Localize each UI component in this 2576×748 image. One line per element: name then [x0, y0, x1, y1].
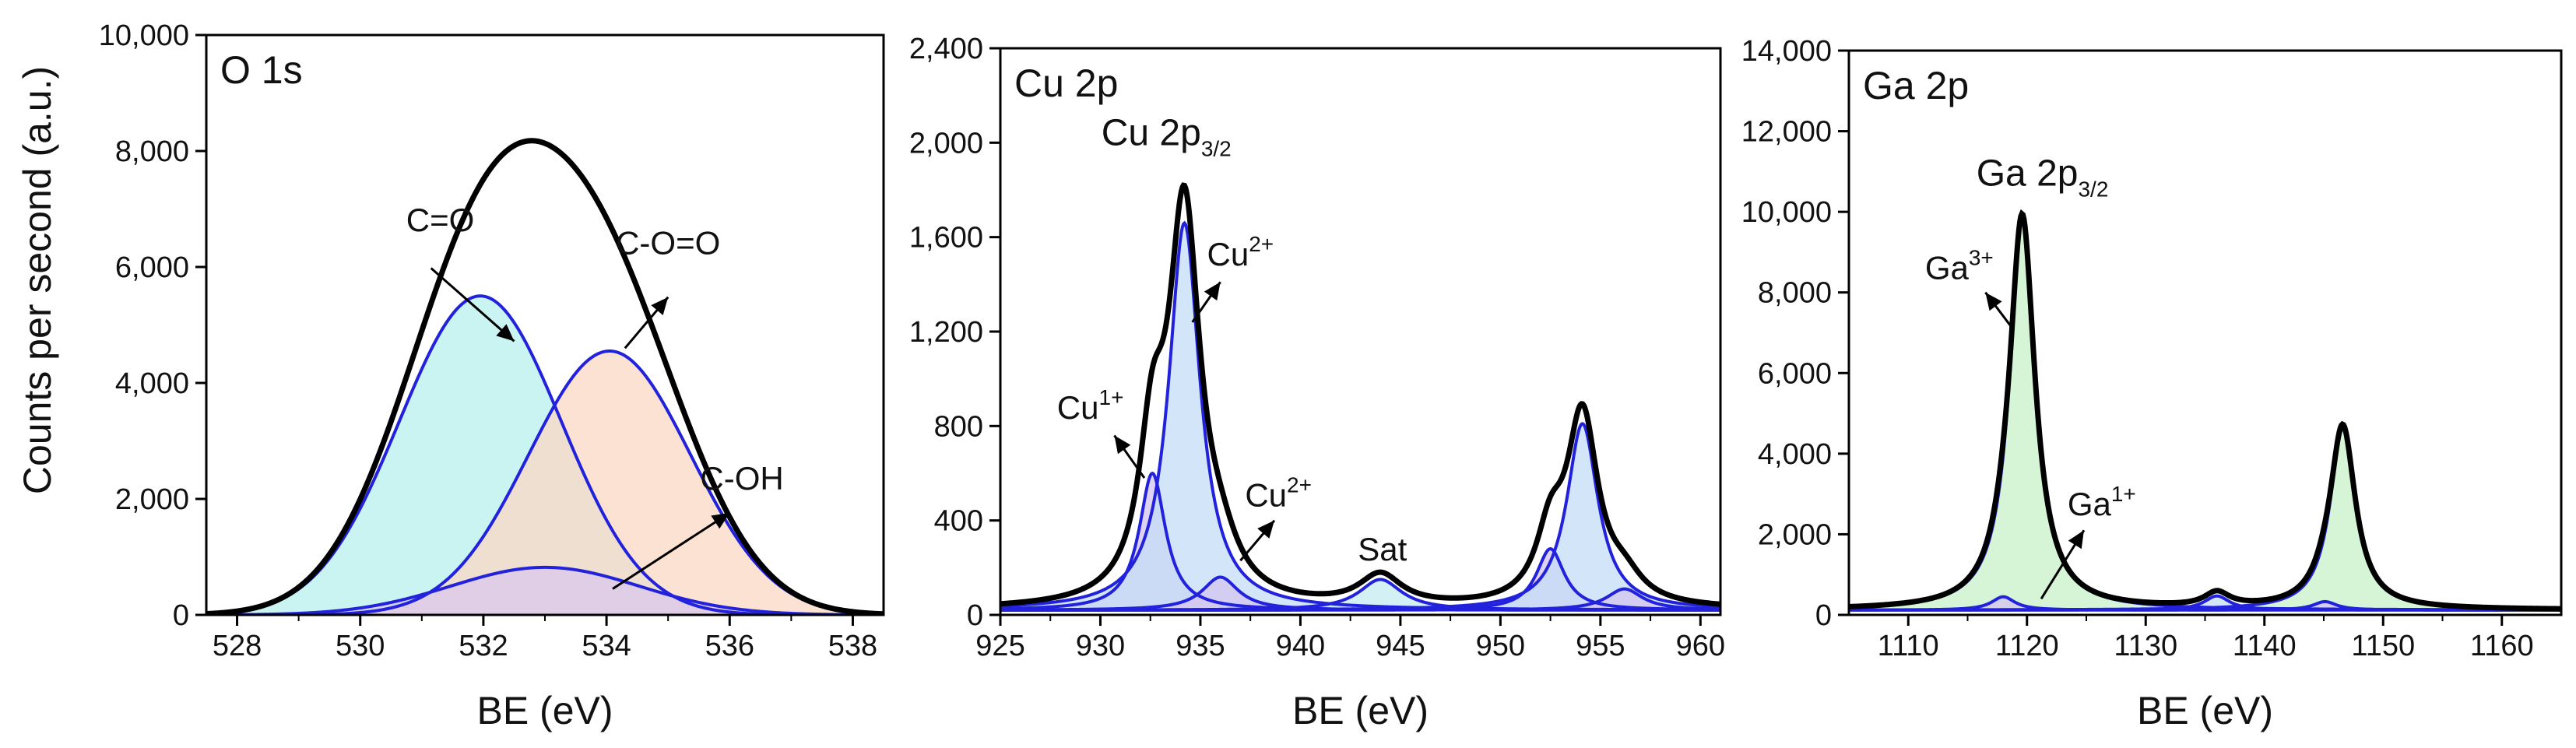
annotation-label-1-3: Cu2+: [1245, 472, 1312, 513]
annotation-label-2-0: Ga 2p3/2: [1977, 153, 2109, 201]
arrow-head-1-1: [651, 297, 669, 316]
x-tick-label-1-2: 532: [459, 630, 508, 662]
y-tick-label-2-1: 400: [934, 505, 983, 538]
x-tick-label-2-0: 925: [975, 630, 1024, 662]
envelope-line-2: [1000, 182, 1720, 607]
y-tick-label-1-5: 10,000: [99, 19, 189, 52]
x-tick-label-1-0: 528: [213, 630, 262, 662]
panel-title-3: Ga 2p: [1863, 64, 1969, 107]
x-axis-title-2: BE (eV): [1292, 689, 1429, 732]
y-tick-label-2-5: 2,000: [909, 127, 983, 160]
envelope-line-1: [206, 138, 884, 615]
y-tick-label-2-4: 1,600: [909, 222, 983, 255]
component-fill-3-3: [1849, 428, 2561, 610]
y-axis-title: Counts per second (a.u.): [16, 66, 59, 494]
x-tick-label-2-7: 960: [1676, 630, 1725, 662]
plot-area-1: [206, 138, 884, 615]
annotation-label-0-1: C-O=O: [616, 225, 720, 262]
arrow-head-2-2: [1257, 520, 1275, 539]
y-tick-label-1-0: 0: [173, 599, 189, 632]
x-tick-label-3-5: 1160: [2470, 630, 2534, 662]
panel-title-2: Cu 2p: [1014, 61, 1118, 105]
arrow-line-1-2: [612, 511, 731, 590]
y-tick-label-1-3: 6,000: [115, 251, 189, 284]
component-line-2-7: [1000, 587, 1720, 612]
y-tick-label-3-4: 8,000: [1758, 277, 1832, 310]
x-tick-label-1-5: 538: [828, 630, 877, 662]
y-tick-label-1-4: 8,000: [115, 135, 189, 168]
component-line-3-5: [1849, 594, 2561, 612]
y-tick-label-2-6: 2,400: [909, 33, 983, 65]
component-fill-3-5: [1849, 595, 2561, 610]
annotation-label-2-2: Ga1+: [2068, 482, 2136, 522]
arrow-line-1-0: [430, 267, 515, 342]
arrow-head-3-1: [2068, 530, 2084, 550]
component-line-1-3: [206, 565, 884, 615]
x-axis-title-3: BE (eV): [2137, 689, 2273, 732]
plot-area-3: [1849, 209, 2561, 612]
annotation-label-1-2: Cu1+: [1057, 385, 1124, 426]
y-tick-label-2-2: 800: [934, 410, 983, 443]
annotation-label-1-1: Cu2+: [1207, 232, 1274, 272]
plot-area-2: [1000, 182, 1720, 612]
y-tick-label-2-3: 1,200: [909, 316, 983, 349]
arrow-head-1-0: [496, 324, 515, 342]
x-tick-label-2-5: 950: [1476, 630, 1525, 662]
arrow-head-3-0: [1985, 292, 2002, 311]
x-tick-label-2-1: 930: [1076, 630, 1125, 662]
arrow-head-2-1: [1114, 435, 1131, 455]
y-tick-label-1-2: 4,000: [115, 367, 189, 400]
y-tick-label-3-0: 0: [1815, 599, 1832, 632]
arrow-head-2-0: [1204, 282, 1221, 301]
x-tick-label-2-2: 935: [1176, 630, 1225, 662]
x-tick-label-2-4: 945: [1376, 630, 1425, 662]
component-fill-2-6: [1000, 423, 1720, 610]
component-fill-2-2: [1000, 223, 1720, 610]
x-tick-label-3-4: 1150: [2351, 630, 2415, 662]
component-fill-1-3: [206, 567, 884, 615]
x-tick-label-2-3: 940: [1276, 630, 1325, 662]
plot-frame-3: [1847, 49, 2563, 616]
y-tick-label-3-6: 12,000: [1741, 116, 1832, 149]
annotation-label-0-0: C=O: [406, 202, 475, 238]
annotation-label-0-2: C-OH: [700, 460, 783, 497]
panel-3: 1110 1120 1130 1140 1150 1160 0 2,000 4,000 6,000…: [1741, 35, 2563, 732]
y-tick-label-3-1: 2,000: [1758, 518, 1832, 551]
x-tick-label-3-1: 1120: [1995, 630, 2059, 662]
y-tick-label-3-3: 6,000: [1758, 357, 1832, 390]
panel-2: 925 930 935 940 945 950 955 960 0 400 800 1,200 1,60…: [909, 33, 1725, 732]
y-tick-label-3-7: 14,000: [1741, 35, 1832, 68]
component-fill-1-2: [206, 351, 884, 615]
x-tick-label-1-1: 530: [336, 630, 385, 662]
x-tick-label-2-6: 955: [1576, 630, 1625, 662]
component-line-3-3: [1849, 427, 2561, 612]
x-axis-title-1: BE (eV): [476, 689, 613, 732]
x-tick-label-1-3: 534: [582, 630, 631, 662]
annotation-label-2-1: Ga3+: [1925, 246, 1994, 286]
component-fill-2-4: [1000, 579, 1720, 610]
panel-title-1: O 1s: [220, 48, 303, 92]
x-tick-label-1-4: 536: [705, 630, 754, 662]
panel-1: 528 530 532 534 536 538 0 2,000 4,000 6,000 8,000 1…: [99, 19, 885, 732]
annotation-label-1-0: Cu 2p3/2: [1102, 112, 1232, 160]
envelope-line-3: [1849, 209, 2561, 612]
x-tick-label-3-2: 1130: [2114, 630, 2177, 662]
y-tick-label-3-5: 10,000: [1741, 196, 1832, 229]
annotation-label-1-4: Sat: [1358, 531, 1407, 567]
component-fill-3-1: [1849, 219, 2561, 610]
x-tick-label-3-3: 1140: [2233, 630, 2297, 662]
y-tick-label-2-0: 0: [967, 599, 983, 632]
arrow-head-1-2: [711, 512, 730, 529]
x-tick-label-3-0: 1110: [1878, 630, 1939, 662]
y-tick-label-3-2: 4,000: [1758, 438, 1832, 471]
y-tick-label-1-1: 2,000: [115, 483, 189, 516]
